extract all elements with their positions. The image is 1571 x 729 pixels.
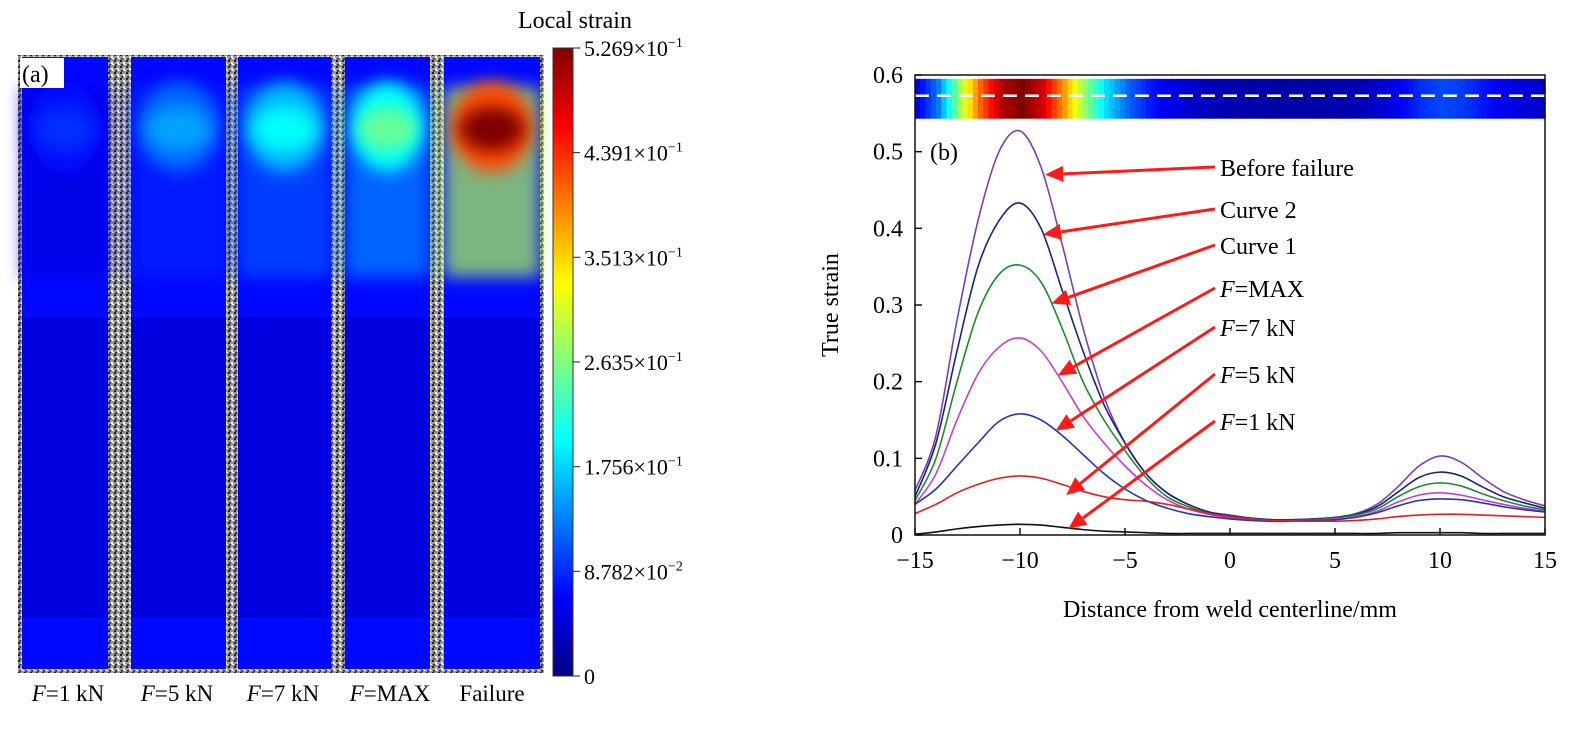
annotation-arrowhead <box>1068 511 1088 529</box>
panel-a-strain-maps: (a) F=1 kN F=5 kN F=7 kN F=MAX Failure Local… <box>18 8 683 706</box>
annotation-arrow <box>1060 207 1216 234</box>
y-tick-label: 0 <box>891 523 903 549</box>
panel-a-label: (a) <box>22 62 49 88</box>
x-tick-label: −5 <box>1112 548 1138 574</box>
strip-label: F=MAX <box>349 681 431 706</box>
colorbar-tick-label: 8.782×10−2 <box>584 559 683 584</box>
x-tick-label: 0 <box>1224 548 1236 574</box>
panel-b-line-chart: Before failure Curve 2 Curve 1 F=MAX F=7 kN F… <box>818 63 1557 623</box>
y-axis-label: True strain <box>818 253 844 357</box>
annotation-arrowhead <box>1043 223 1063 240</box>
colorbar <box>552 47 574 677</box>
strain-map-strip <box>345 57 430 669</box>
colorbar-tick-label: 1.756×10−1 <box>584 455 683 480</box>
annotation-arrow <box>1072 286 1216 369</box>
colorbar-title: Local strain <box>518 8 632 34</box>
x-axis-label: Distance from weld centerline/mm <box>1063 597 1397 623</box>
annotation-arrow <box>1067 243 1216 299</box>
annotation-arrowhead <box>1051 289 1072 305</box>
strain-map-strip <box>238 57 331 669</box>
colorbar-tick-label: 3.513×10−1 <box>584 245 683 270</box>
annotation-arrow <box>1063 165 1216 176</box>
annotation-arrowhead <box>1066 477 1086 495</box>
colorbar-tick-label: 2.635×10−1 <box>584 350 683 375</box>
curve-annotation: F=MAX <box>1219 277 1304 303</box>
panel-b-label: (b) <box>930 140 958 166</box>
strain-map-strip <box>131 57 226 669</box>
annotation-arrowhead <box>1045 165 1064 182</box>
annotation-arrow <box>1081 419 1216 520</box>
annotation-arrowhead <box>1055 414 1076 431</box>
series-line <box>914 264 1546 522</box>
curve-annotation: Before failure <box>1220 156 1354 182</box>
annotation-arrow <box>1079 372 1216 485</box>
strip-label: F=1 kN <box>31 681 105 706</box>
colorbar-tick-label: 0 <box>584 664 595 689</box>
series-line <box>914 202 1546 521</box>
x-tick-label: −10 <box>1001 548 1039 574</box>
curve-annotation: F=5 kN <box>1219 363 1296 389</box>
y-tick-label: 0.5 <box>873 140 903 166</box>
strip-label: F=7 kN <box>246 681 320 706</box>
annotation-arrowhead <box>1057 359 1078 376</box>
panel-a-label-box <box>20 58 64 88</box>
y-tick-label: 0.6 <box>873 63 903 89</box>
x-tick-label: 5 <box>1329 548 1341 574</box>
colorbar-tick-label: 4.391×10−1 <box>584 141 683 166</box>
curve-annotation: F=1 kN <box>1219 410 1296 436</box>
plot-frame <box>914 74 1546 536</box>
x-tick-label: 15 <box>1533 548 1557 574</box>
x-tick-label: 10 <box>1428 548 1452 574</box>
strain-map-strip <box>444 57 540 669</box>
curve-annotation: F=7 kN <box>1219 316 1296 342</box>
strip-label: Failure <box>459 681 524 706</box>
y-tick-label: 0.4 <box>873 216 903 242</box>
series-line <box>914 475 1546 523</box>
y-tick-label: 0.2 <box>873 370 903 396</box>
curve-annotation: Curve 2 <box>1220 198 1297 224</box>
y-tick-label: 0.3 <box>873 293 903 319</box>
strain-strip <box>915 78 1546 119</box>
y-tick-label: 0.1 <box>873 446 903 472</box>
strip-label: F=5 kN <box>140 681 214 706</box>
series-line <box>914 413 1546 523</box>
strain-map-strip <box>22 57 108 669</box>
annotation-arrow <box>1069 325 1216 423</box>
x-tick-label: −15 <box>896 548 934 574</box>
colorbar-tick-label: 5.269×10−1 <box>584 36 683 61</box>
curve-annotation: Curve 1 <box>1220 234 1297 260</box>
